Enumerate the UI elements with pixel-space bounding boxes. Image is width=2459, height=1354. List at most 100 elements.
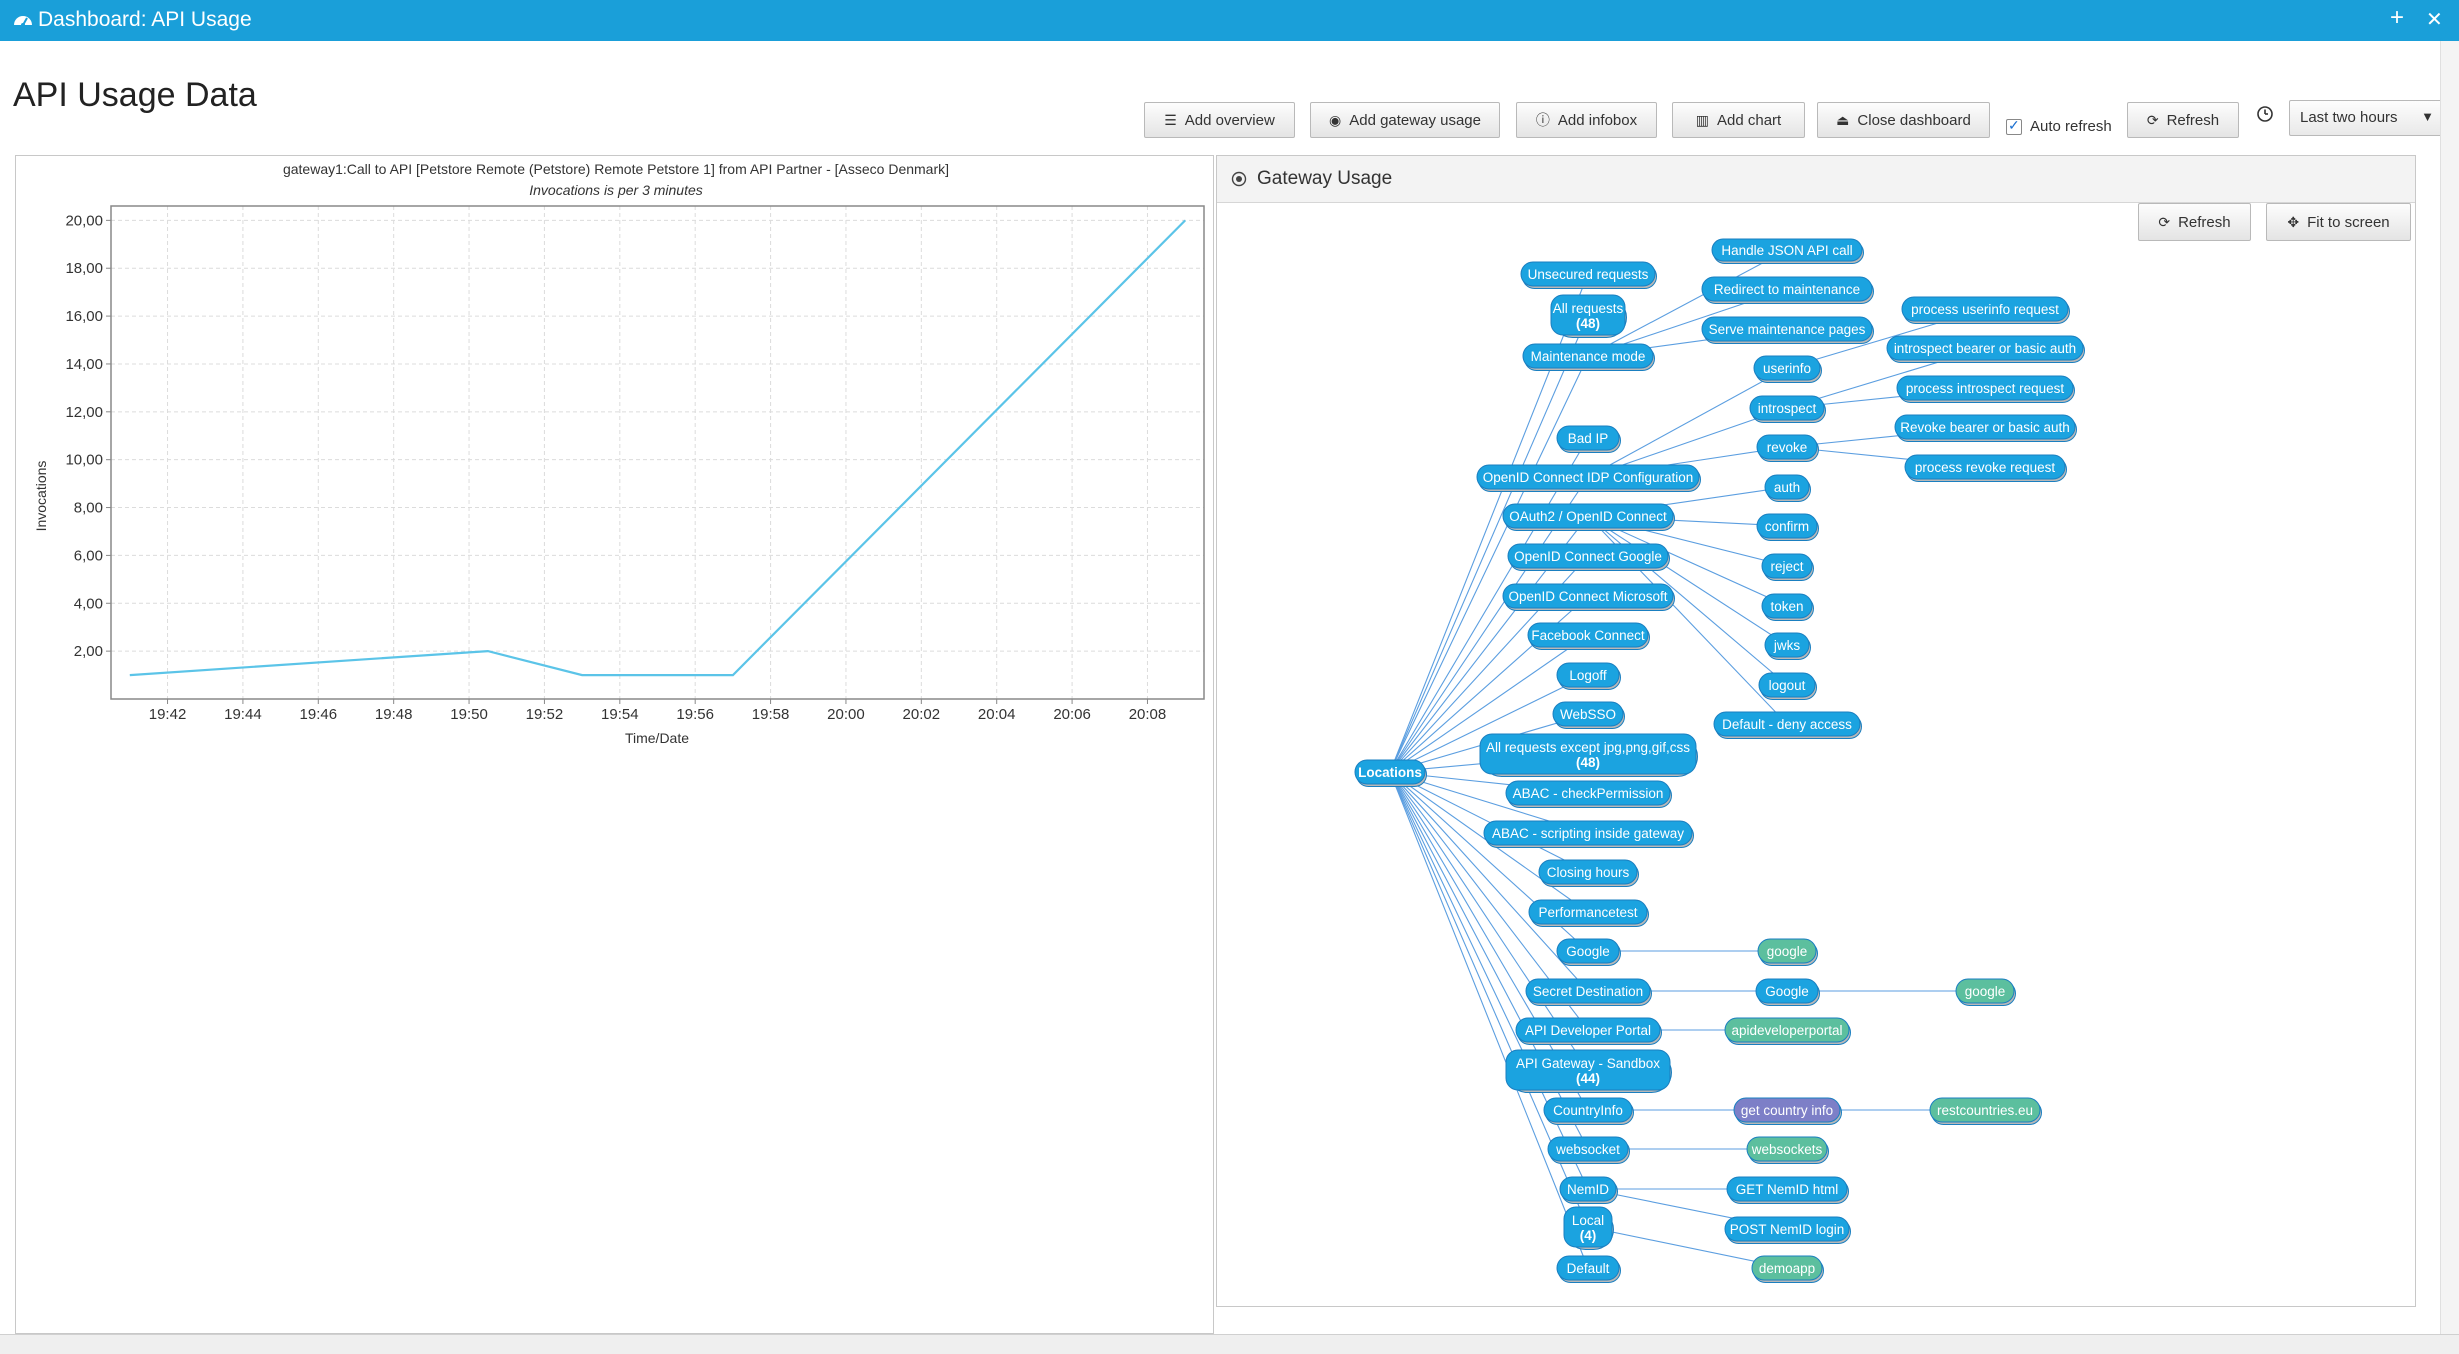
graph-refresh-button[interactable]: ⟳ Refresh [2138, 203, 2251, 241]
graph-node-locations[interactable]: Locations [1354, 759, 1427, 787]
add-gateway-usage-button[interactable]: ◉ Add gateway usage [1310, 102, 1500, 138]
graph-refresh-label: Refresh [2178, 213, 2231, 231]
graph-node-logoff[interactable]: Logoff [1556, 662, 1621, 690]
graph-edge [1389, 771, 1589, 873]
y-tick-label: 6,00 [74, 547, 103, 564]
graph-node-introspect[interactable]: introspect [1749, 395, 1826, 423]
graph-node-t_websockets[interactable]: websockets [1746, 1136, 1829, 1164]
node-pill [1724, 1216, 1850, 1242]
graph-node-closing[interactable]: Closing hours [1538, 859, 1639, 887]
graph-node-reject[interactable]: reject [1761, 553, 1814, 581]
add-window-button[interactable]: + [2390, 4, 2405, 31]
invocations-chart: gateway1:Call to API [Petstore Remote (P… [33, 161, 1205, 746]
graph-node-handlejson[interactable]: Handle JSON API call [1711, 238, 1864, 264]
graph-node-userinfo[interactable]: userinfo [1753, 355, 1822, 383]
node-pill [1894, 414, 2076, 440]
graph-edge [1389, 437, 1589, 773]
window-titlebar: Dashboard: API Usage + ✕ [0, 0, 2459, 41]
graph-node-nemid[interactable]: NemID [1559, 1176, 1618, 1204]
graph-node-unsecured[interactable]: Unsecured requests [1520, 261, 1657, 289]
series-line [129, 219, 1186, 677]
graph-node-fb[interactable]: Facebook Connect [1527, 622, 1650, 650]
y-tick-label: 20,00 [65, 212, 103, 229]
graph-node-s_getcountry[interactable]: get country info [1733, 1097, 1842, 1125]
gateway-usage-header: Gateway Usage [1217, 156, 2415, 203]
graph-node-oidc_ms[interactable]: OpenID Connect Microsoft [1502, 583, 1675, 611]
graph-node-p_userinfo[interactable]: process userinfo request [1901, 296, 2070, 324]
auto-refresh-checkbox[interactable] [2006, 117, 2022, 135]
graph-node-google_sub[interactable]: Google [1755, 978, 1820, 1006]
graph-node-allreq[interactable]: All requests(48) [1550, 294, 1627, 338]
node-label: logout [1769, 678, 1806, 693]
graph-node-maint[interactable]: Maintenance mode [1522, 343, 1655, 371]
graph-node-oidc_idp[interactable]: OpenID Connect IDP Configuration [1476, 464, 1701, 492]
graph-node-t_restcountries[interactable]: restcountries.eu [1929, 1097, 2042, 1125]
add-chart-button[interactable]: ▥ Add chart [1672, 102, 1805, 138]
node-pill [1502, 503, 1674, 529]
graph-node-google_loc[interactable]: Google [1556, 938, 1621, 966]
node-label: google [1965, 984, 2006, 999]
graph-node-sandbox[interactable]: API Gateway - Sandbox(44) [1505, 1049, 1672, 1093]
time-range-select[interactable]: Last two hours ▼ [2289, 100, 2445, 136]
x-tick-label: 20:02 [903, 706, 941, 723]
eject-icon: ⏏ [1836, 111, 1850, 128]
graph-node-devportal[interactable]: API Developer Portal [1515, 1017, 1662, 1045]
node-label: userinfo [1763, 361, 1811, 376]
graph-node-oidc_google[interactable]: OpenID Connect Google [1507, 543, 1670, 571]
graph-node-t_demoapp[interactable]: demoapp [1751, 1255, 1824, 1283]
graph-node-secret[interactable]: Secret Destination [1525, 978, 1652, 1006]
close-window-button[interactable]: ✕ [2426, 9, 2443, 31]
node-pill [1527, 622, 1649, 648]
y-tick-label: 14,00 [65, 356, 103, 373]
time-range-value: Last two hours [2300, 109, 2398, 126]
graph-node-t_devportal[interactable]: apideveloperportal [1724, 1017, 1851, 1045]
close-dashboard-button[interactable]: ⏏ Close dashboard [1817, 102, 1990, 138]
graph-node-badip[interactable]: Bad IP [1556, 425, 1621, 453]
graph-node-allexcept[interactable]: All requests except jpg,png,gif,css(48) [1479, 733, 1698, 777]
node-pill [1552, 701, 1624, 727]
graph-edge [1587, 515, 1788, 646]
graph-node-t_google1[interactable]: google [1757, 938, 1818, 966]
fit-to-screen-button[interactable]: ✥ Fit to screen [2266, 203, 2411, 241]
add-infobox-button[interactable]: ⓘ Add infobox [1516, 102, 1657, 138]
node-label: apideveloperportal [1731, 1023, 1842, 1038]
graph-node-logout[interactable]: logout [1758, 672, 1817, 700]
node-label: Handle JSON API call [1721, 243, 1852, 258]
graph-node-jwks[interactable]: jwks [1764, 632, 1811, 660]
graph-node-perf[interactable]: Performancetest [1528, 899, 1649, 927]
graph-node-abac2[interactable]: ABAC - scripting inside gateway [1483, 820, 1694, 848]
graph-node-p_revoke_auth[interactable]: Revoke bearer or basic auth [1894, 414, 2077, 442]
graph-node-deny[interactable]: Default - deny access [1713, 711, 1862, 739]
graph-node-postnemid[interactable]: POST NemID login [1724, 1216, 1851, 1244]
auto-refresh-toggle[interactable]: Auto refresh [2006, 117, 2112, 135]
graph-node-abac1[interactable]: ABAC - checkPermission [1505, 780, 1672, 808]
node-label: reject [1770, 559, 1803, 574]
graph-node-getnemid[interactable]: GET NemID html [1726, 1176, 1849, 1204]
add-overview-button[interactable]: ☰ Add overview [1144, 102, 1295, 138]
graph-node-auth[interactable]: auth [1764, 474, 1811, 502]
graph-node-p_introspect[interactable]: process introspect request [1896, 375, 2075, 403]
graph-node-countryinfo[interactable]: CountryInfo [1543, 1097, 1634, 1125]
graph-node-default[interactable]: Default [1556, 1255, 1621, 1283]
graph-node-t_google2[interactable]: google [1955, 978, 2016, 1006]
graph-node-revoke[interactable]: revoke [1756, 434, 1819, 462]
node-pill [1520, 261, 1656, 287]
graph-node-local[interactable]: Local(4) [1563, 1206, 1614, 1250]
graph-node-servemaint[interactable]: Serve maintenance pages [1701, 316, 1874, 344]
graph-node-redirect[interactable]: Redirect to maintenance [1701, 276, 1874, 304]
page-title: API Usage Data [13, 76, 257, 114]
node-label: Default - deny access [1722, 717, 1852, 732]
graph-node-websso[interactable]: WebSSO [1552, 701, 1625, 729]
graph-node-oauth2[interactable]: OAuth2 / OpenID Connect [1502, 503, 1675, 531]
graph-node-confirm[interactable]: confirm [1756, 513, 1819, 541]
node-pill [1749, 395, 1825, 421]
info-icon: ⓘ [1535, 112, 1550, 128]
node-label: Serve maintenance pages [1709, 322, 1866, 337]
refresh-button[interactable]: ⟳ Refresh [2127, 102, 2239, 138]
graph-node-p_introspect_auth[interactable]: introspect bearer or basic auth [1886, 335, 2085, 363]
graph-node-p_revoke[interactable]: process revoke request [1904, 454, 2067, 482]
graph-node-websocket[interactable]: websocket [1547, 1136, 1630, 1164]
node-pill [1886, 335, 2084, 361]
graph-node-token[interactable]: token [1761, 593, 1814, 621]
clock-icon [2257, 106, 2273, 122]
